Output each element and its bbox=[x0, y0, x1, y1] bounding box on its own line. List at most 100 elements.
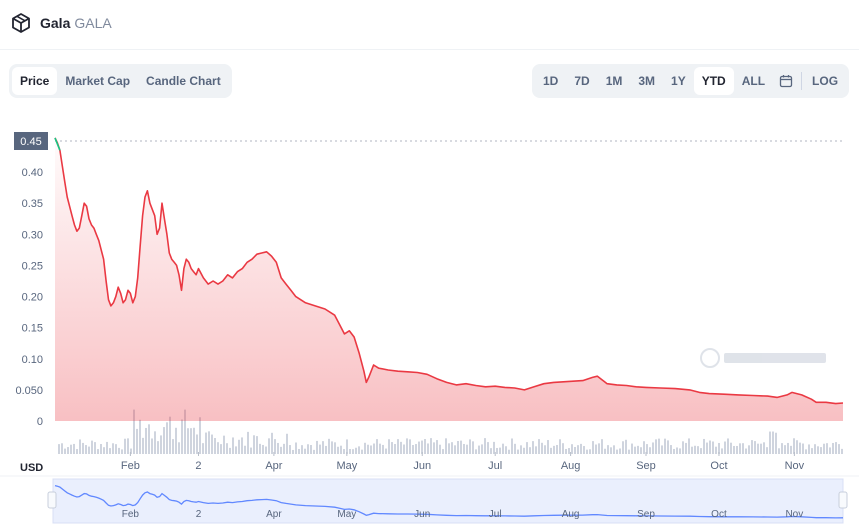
range-1d[interactable]: 1D bbox=[543, 74, 559, 88]
tab-price[interactable]: Price bbox=[12, 67, 58, 95]
volume-bar bbox=[253, 435, 255, 454]
navigator-tick-label: May bbox=[337, 509, 356, 520]
range-divider bbox=[801, 72, 803, 90]
volume-bar bbox=[331, 441, 333, 454]
volume-bar bbox=[418, 441, 420, 454]
volume-bar bbox=[502, 443, 504, 454]
volume-bar bbox=[736, 445, 738, 454]
volume-bar bbox=[598, 443, 600, 454]
volume-bar bbox=[346, 439, 348, 454]
chart-type-tabs: Price Market Cap Candle Chart bbox=[9, 64, 232, 98]
y-tick-label: 0.050 bbox=[15, 385, 43, 397]
volume-bar bbox=[514, 443, 516, 454]
volume-bar bbox=[505, 446, 507, 454]
volume-bar bbox=[406, 438, 408, 454]
volume-bar bbox=[151, 438, 153, 454]
volume-bar bbox=[493, 441, 495, 454]
volume-bar bbox=[373, 443, 375, 454]
volume-bar bbox=[451, 442, 453, 454]
tab-candle-chart[interactable]: Candle Chart bbox=[146, 74, 221, 88]
range-all[interactable]: ALL bbox=[741, 74, 766, 88]
volume-bar bbox=[565, 448, 567, 454]
navigator-axis: Feb 2 Apr May Jun Jul Aug Sep Oct Nov bbox=[122, 509, 803, 520]
volume-bar bbox=[526, 442, 528, 454]
navigator-tick-label: 2 bbox=[196, 509, 202, 520]
calendar-button[interactable] bbox=[773, 67, 799, 95]
volume-bar bbox=[676, 447, 678, 454]
volume-bar bbox=[235, 446, 237, 454]
volume-bar bbox=[619, 448, 621, 454]
volume-bar bbox=[643, 441, 645, 454]
volume-bar bbox=[499, 447, 501, 454]
volume-bar bbox=[178, 442, 180, 454]
volume-bar bbox=[817, 446, 819, 454]
volume-bar bbox=[661, 445, 663, 454]
volume-bar bbox=[244, 445, 246, 454]
volume-bar bbox=[682, 441, 684, 454]
volume-bar bbox=[88, 446, 90, 454]
price-line bbox=[54, 137, 844, 405]
volume-bar bbox=[403, 444, 405, 454]
range-7d[interactable]: 7D bbox=[574, 74, 590, 88]
volume-bar bbox=[799, 442, 801, 454]
range-1m[interactable]: 1M bbox=[605, 74, 623, 88]
volume-bar bbox=[325, 445, 327, 454]
range-1y[interactable]: 1Y bbox=[671, 74, 686, 88]
volume-bar bbox=[727, 438, 729, 454]
volume-bar bbox=[115, 444, 117, 454]
volume-bar bbox=[613, 445, 615, 454]
tab-market-cap[interactable]: Market Cap bbox=[65, 74, 131, 88]
volume-bar bbox=[811, 448, 813, 454]
x-axis: Feb 2 Apr May Jun Jul Aug Sep Oct Nov bbox=[121, 452, 805, 472]
volume-bar bbox=[634, 446, 636, 454]
volume-bar bbox=[415, 444, 417, 454]
navigator-tick-label: Jun bbox=[414, 509, 430, 520]
volume-bar bbox=[586, 449, 588, 454]
volume-bar bbox=[202, 443, 204, 454]
volume-bar bbox=[199, 417, 201, 454]
volume-bar bbox=[532, 441, 534, 454]
navigator-right-handle[interactable] bbox=[838, 491, 848, 509]
volume-bar bbox=[520, 445, 522, 454]
volume-bar bbox=[118, 447, 120, 454]
watermark bbox=[700, 348, 826, 368]
volume-bar bbox=[103, 447, 105, 454]
range-3m[interactable]: 3M bbox=[638, 74, 656, 88]
navigator-tick-label: Jul bbox=[489, 509, 502, 520]
gala-cube-icon bbox=[12, 13, 30, 33]
watermark-wordmark bbox=[724, 353, 826, 363]
navigator-left-handle[interactable] bbox=[47, 491, 57, 509]
volume-bar bbox=[733, 445, 735, 454]
x-tick-label: May bbox=[336, 460, 357, 472]
volume-bar bbox=[277, 442, 279, 454]
volume-bar bbox=[814, 444, 816, 454]
volume-bar bbox=[367, 444, 369, 454]
volume-bar bbox=[718, 442, 720, 454]
watermark-logo-icon bbox=[700, 348, 720, 368]
volume-bar bbox=[439, 444, 441, 454]
volume-bar bbox=[448, 443, 450, 454]
volume-bar bbox=[274, 439, 276, 454]
range-ytd[interactable]: YTD bbox=[693, 67, 734, 95]
log-toggle[interactable]: LOG bbox=[812, 74, 839, 88]
volume-bar bbox=[163, 427, 165, 454]
volume-bar bbox=[409, 439, 411, 454]
volume-bar bbox=[484, 438, 486, 454]
volume-bar bbox=[490, 448, 492, 454]
volume-bar bbox=[664, 438, 666, 454]
volume-bar bbox=[328, 438, 330, 454]
volume-bar bbox=[823, 443, 825, 454]
volume-bar bbox=[742, 443, 744, 454]
volume-bar bbox=[715, 446, 717, 454]
volume-bar bbox=[637, 445, 639, 454]
volume-bar bbox=[469, 439, 471, 454]
volume-bar bbox=[784, 445, 786, 454]
volume-bar bbox=[544, 445, 546, 454]
volume-bar bbox=[508, 449, 510, 454]
volume-bar bbox=[301, 445, 303, 454]
coin-symbol: GALA bbox=[74, 15, 112, 31]
navigator-tick-label: Aug bbox=[562, 509, 580, 520]
volume-bar bbox=[190, 428, 192, 454]
volume-bar bbox=[670, 445, 672, 454]
